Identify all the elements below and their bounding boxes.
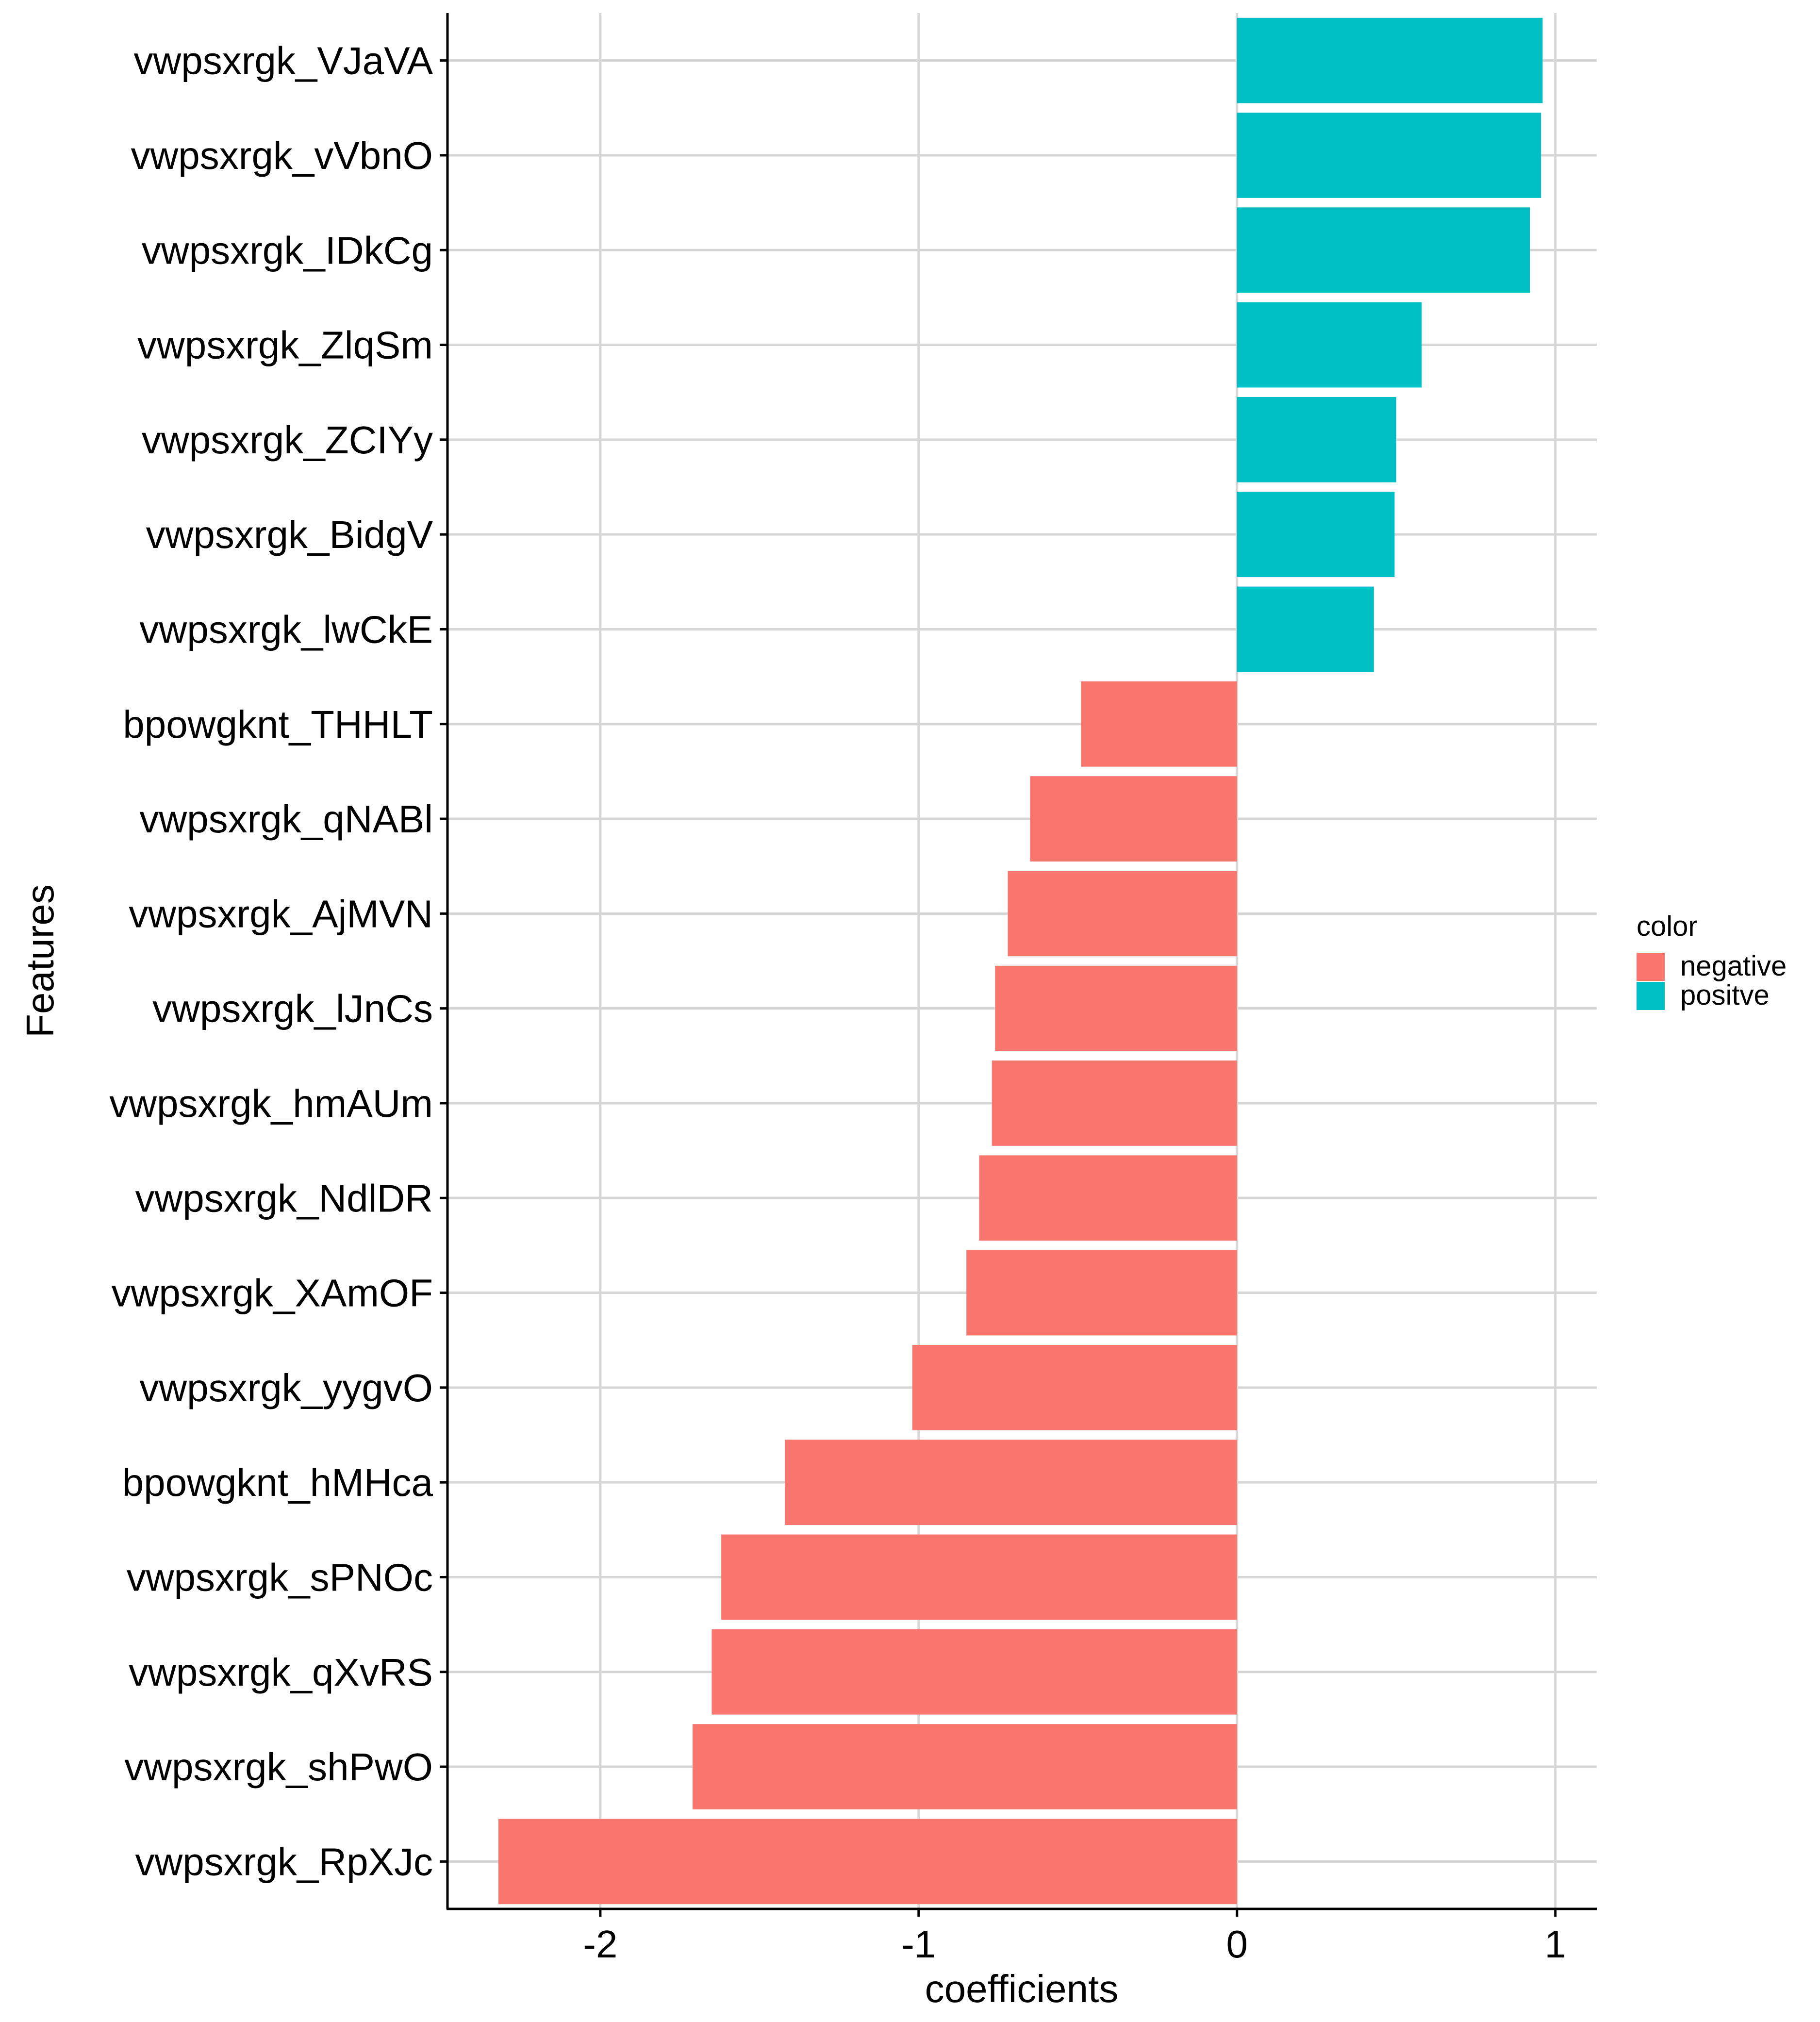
y-tick-label: vwpsxrgk_IDkCg	[142, 229, 433, 272]
y-tick-label: vwpsxrgk_sPNOc	[127, 1556, 433, 1599]
bar	[711, 1629, 1237, 1715]
bar	[1237, 586, 1374, 672]
x-tick-labels: -2 -1 0 1	[583, 1909, 1566, 1966]
y-tick-label: vwpsxrgk_RpXJc	[135, 1840, 433, 1883]
bars	[498, 17, 1543, 1905]
y-tick-labels: vwpsxrgk_VJaVA vwpsxrgk_vVbnO vwpsxrgk_IDk…	[109, 39, 447, 1883]
bar	[992, 1061, 1237, 1146]
y-tick-label: vwpsxrgk_yygvO	[139, 1366, 433, 1409]
bar	[1081, 681, 1237, 767]
bar	[785, 1440, 1237, 1525]
y-tick-label: vwpsxrgk_vVbnO	[131, 134, 433, 177]
legend-swatch	[1637, 953, 1665, 981]
bar	[721, 1534, 1237, 1620]
legend-label: positve	[1680, 979, 1770, 1011]
bar	[995, 965, 1237, 1051]
axes	[446, 13, 1597, 1910]
y-tick-label: vwpsxrgk_AjMVN	[129, 892, 433, 935]
y-tick-label: vwpsxrgk_hmAUm	[109, 1082, 433, 1125]
bar	[498, 1819, 1237, 1905]
y-tick-label: vwpsxrgk_ZlqSm	[137, 324, 433, 367]
x-axis-title: coefficients	[925, 1967, 1119, 2010]
y-tick-label: vwpsxrgk_lJnCs	[152, 987, 433, 1030]
y-tick-label: vwpsxrgk_XAmOF	[112, 1272, 433, 1315]
bar	[1008, 871, 1237, 957]
bar	[1237, 17, 1543, 103]
y-tick-label: bpowgknt_THHLT	[123, 703, 433, 746]
bar	[1237, 492, 1395, 578]
bar	[966, 1250, 1237, 1336]
bar	[979, 1155, 1237, 1241]
x-tick-label: 0	[1226, 1923, 1248, 1966]
bar	[693, 1724, 1237, 1809]
y-tick-label: vwpsxrgk_VJaVA	[133, 39, 433, 83]
y-tick-label: vwpsxrgk_BidgV	[146, 513, 433, 556]
y-tick-label: vwpsxrgk_qNABl	[139, 797, 433, 841]
y-tick-label: vwpsxrgk_lwCkE	[139, 608, 433, 651]
bar	[1237, 113, 1541, 198]
bar	[1237, 302, 1422, 388]
legend-title: color	[1637, 911, 1698, 942]
legend-label: negative	[1680, 950, 1787, 982]
x-tick-label: 1	[1544, 1923, 1566, 1966]
y-tick-label: vwpsxrgk_NdlDR	[135, 1177, 433, 1220]
y-tick-label: vwpsxrgk_ZCIYy	[142, 418, 433, 462]
bar	[912, 1344, 1237, 1430]
x-tick-label: -1	[901, 1923, 936, 1966]
bar	[1030, 776, 1237, 862]
y-tick-label: vwpsxrgk_qXvRS	[129, 1651, 433, 1694]
y-tick-label: vwpsxrgk_shPwO	[124, 1745, 433, 1789]
x-tick-label: -2	[583, 1923, 617, 1966]
y-axis-title: Features	[18, 884, 62, 1038]
bar	[1237, 207, 1530, 293]
legend-swatch	[1637, 982, 1665, 1010]
y-tick-label: bpowgknt_hMHca	[122, 1461, 433, 1504]
bar	[1237, 397, 1396, 482]
